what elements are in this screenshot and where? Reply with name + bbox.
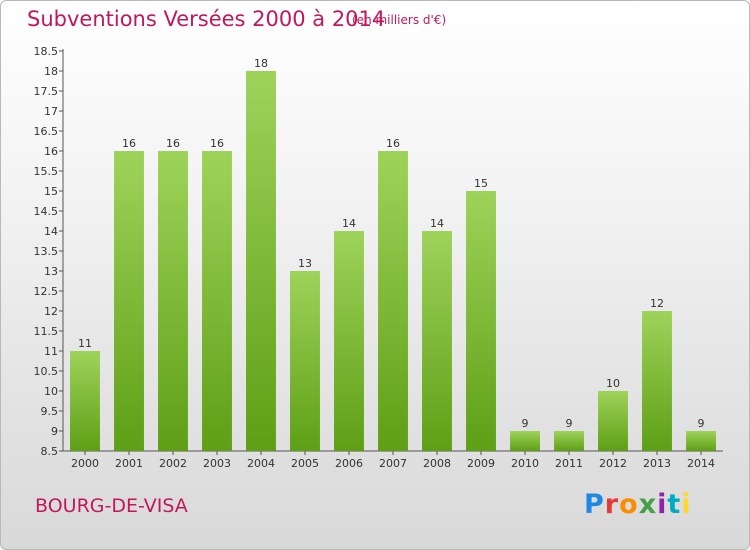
bar: [202, 151, 232, 451]
x-tick-label: 2001: [115, 457, 143, 470]
logo-letter: r: [604, 489, 620, 520]
bar: [246, 71, 276, 451]
bar: [70, 351, 100, 451]
y-tick-label: 12.5: [34, 285, 59, 298]
logo-letter: x: [638, 489, 658, 520]
data-label: 16: [386, 137, 400, 150]
data-label: 16: [210, 137, 224, 150]
x-tick-label: 2003: [203, 457, 231, 470]
data-label: 12: [650, 297, 664, 310]
y-tick-label: 15.5: [34, 165, 59, 178]
data-label: 13: [298, 257, 312, 270]
chart-title: Subventions Versées 2000 à 2014: [27, 7, 386, 31]
unit-label: (en milliers d'€): [352, 13, 447, 27]
bar: [686, 431, 716, 451]
bar: [422, 231, 452, 451]
data-label: 9: [522, 417, 529, 430]
data-label: 16: [166, 137, 180, 150]
bar: [510, 431, 540, 451]
y-tick-label: 13.5: [34, 245, 59, 258]
y-tick-label: 12: [44, 305, 58, 318]
data-label: 11: [78, 337, 92, 350]
bar: [334, 231, 364, 451]
bar: [114, 151, 144, 451]
data-label: 14: [342, 217, 356, 230]
data-label: 10: [606, 377, 620, 390]
x-tick-label: 2013: [643, 457, 671, 470]
x-tick-label: 2005: [291, 457, 319, 470]
y-tick-label: 10: [44, 385, 58, 398]
proxiti-logo[interactable]: Proxiti: [584, 489, 692, 520]
commune-name: BOURG-DE-VISA: [35, 495, 188, 517]
y-tick-label: 18.5: [34, 45, 59, 58]
logo-letter: i: [657, 489, 668, 520]
y-tick-label: 17.5: [34, 85, 59, 98]
bar: [598, 391, 628, 451]
bar: [642, 311, 672, 451]
bars: [70, 71, 716, 451]
x-tick-label: 2007: [379, 457, 407, 470]
bar: [290, 271, 320, 451]
data-label: 14: [430, 217, 444, 230]
y-tick-label: 16.5: [34, 125, 59, 138]
logo-letter: o: [619, 489, 639, 520]
x-tick-label: 2011: [555, 457, 583, 470]
x-tick-label: 2010: [511, 457, 539, 470]
x-tick-label: 2004: [247, 457, 275, 470]
y-tick-label: 14: [44, 225, 58, 238]
y-tick-label: 16: [44, 145, 58, 158]
y-tick-label: 8.5: [41, 445, 59, 458]
x-tick-label: 2008: [423, 457, 451, 470]
bar: [158, 151, 188, 451]
data-label: 18: [254, 57, 268, 70]
x-tick-label: 2014: [687, 457, 715, 470]
y-tick-label: 11.5: [34, 325, 59, 338]
y-tick-label: 10.5: [34, 365, 59, 378]
y-tick-label: 11: [44, 345, 58, 358]
y-tick-label: 9: [51, 425, 58, 438]
y-tick-label: 14.5: [34, 205, 59, 218]
bar: [466, 191, 496, 451]
x-tick-label: 2002: [159, 457, 187, 470]
data-label: 15: [474, 177, 488, 190]
logo-letter: i: [681, 489, 692, 520]
axes: 8.5 9 9.5 10 10.5 11 11.5 12 12.5 13 13.5 14 14.5 15 1…: [34, 45, 723, 458]
logo-letter: t: [667, 489, 682, 520]
data-label: 9: [566, 417, 573, 430]
x-tick-label: 2012: [599, 457, 627, 470]
logo-letter: P: [584, 489, 605, 520]
labels: 2000 11 2001 16 2002 16 2003 16 2004 18 2005 13 2006…: [71, 57, 715, 470]
x-tick-label: 2000: [71, 457, 99, 470]
data-label: 9: [698, 417, 705, 430]
y-tick-label: 13: [44, 265, 58, 278]
x-tick-label: 2006: [335, 457, 363, 470]
y-tick-label: 18: [44, 65, 58, 78]
x-tick-label: 2009: [467, 457, 495, 470]
bar: [554, 431, 584, 451]
data-label: 16: [122, 137, 136, 150]
bar: [378, 151, 408, 451]
y-tick-label: 17: [44, 105, 58, 118]
y-tick-label: 9.5: [41, 405, 59, 418]
y-tick-label: 15: [44, 185, 58, 198]
